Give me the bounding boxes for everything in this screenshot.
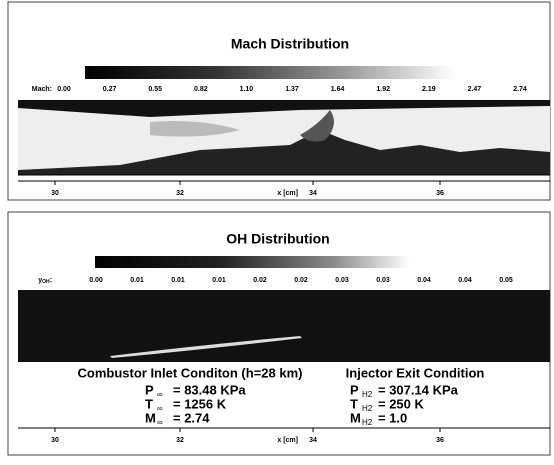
flow-field <box>18 100 550 176</box>
subscript: OH <box>42 279 50 285</box>
x-axis-label: x [cm] <box>277 190 298 197</box>
x-tick-label: 32 <box>176 437 184 444</box>
colorbar-tick-label: 0.04 <box>458 277 472 284</box>
conditions: Combustor Inlet Conditon (h=28 km)P ∞ = 83… <box>78 365 485 427</box>
value: = 250 K <box>378 396 425 411</box>
colorbar-tick-label: 2.47 <box>468 86 482 93</box>
colorbar-tick-label: 0.55 <box>148 86 162 93</box>
colorbar-ticks: 0.00 0.27 0.55 0.82 1.10 1.37 1.64 1.92 2.19 2.47… <box>57 86 527 93</box>
colorbar-tick-label: 2.74 <box>513 86 527 93</box>
suffix: : <box>50 277 52 284</box>
x-tick-label: 36 <box>436 437 444 444</box>
value: = 2.74 <box>173 410 210 425</box>
x-tick-label: 30 <box>51 190 59 197</box>
symbol: T <box>350 396 358 411</box>
colorbar-tick-label: 0.82 <box>194 86 208 93</box>
x-axis: 30 32 34 36 x [cm] <box>51 181 444 197</box>
colorbar-tick-label: 2.19 <box>422 86 436 93</box>
subscript: H2 <box>362 418 373 427</box>
colorbar-tick-label: 0.05 <box>499 277 513 284</box>
subscript: ∞ <box>157 404 163 413</box>
subscript: ∞ <box>157 418 163 427</box>
colorbar <box>85 66 455 79</box>
x-tick-label: 34 <box>309 437 317 444</box>
value: = 1.0 <box>378 410 407 425</box>
colorbar-tick-label: 0.02 <box>294 277 308 284</box>
condition-title: Injector Exit Condition <box>346 365 485 380</box>
colorbar-label: Mach: <box>32 86 52 93</box>
colorbar-tick-label: 0.03 <box>376 277 390 284</box>
x-tick-label: 32 <box>176 190 184 197</box>
colorbar-tick-label: 0.00 <box>57 86 71 93</box>
condition-title: Combustor Inlet Conditon (h=28 km) <box>78 365 303 380</box>
subscript: H2 <box>362 390 373 399</box>
colorbar-tick-label: 0.01 <box>130 277 144 284</box>
colorbar-tick-label: 0.27 <box>103 86 117 93</box>
panel-title: OH Distribution <box>226 231 329 247</box>
colorbar-tick-label: 1.92 <box>376 86 390 93</box>
colorbar-label: yOH: <box>38 277 52 285</box>
x-axis-label: x [cm] <box>277 437 298 444</box>
subscript: ∞ <box>157 390 163 399</box>
species-field <box>18 290 550 362</box>
colorbar-tick-label: 0.04 <box>417 277 431 284</box>
colorbar-tick-label: 0.01 <box>212 277 226 284</box>
subscript: H2 <box>362 404 373 413</box>
x-tick-label: 36 <box>436 190 444 197</box>
value: = 1256 K <box>173 396 227 411</box>
colorbar <box>95 256 410 268</box>
symbol: T <box>145 396 153 411</box>
colorbar-tick-label: 0.00 <box>89 277 103 284</box>
symbol: P <box>145 382 154 397</box>
colorbar-tick-label: 0.03 <box>335 277 349 284</box>
colorbar-tick-label: 1.10 <box>240 86 254 93</box>
colorbar-tick-label: 1.64 <box>331 86 345 93</box>
symbol: y <box>38 277 42 284</box>
symbol: M <box>145 410 156 425</box>
colorbar-tick-label: 0.01 <box>171 277 185 284</box>
colorbar-tick-label: 1.37 <box>285 86 299 93</box>
colorbar-tick-label: 0.02 <box>253 277 267 284</box>
symbol: P <box>350 382 359 397</box>
value: = 83.48 KPa <box>173 382 246 397</box>
x-tick-label: 30 <box>51 437 59 444</box>
x-tick-label: 34 <box>309 190 317 197</box>
x-axis: 30 32 34 36 x [cm] <box>51 428 444 444</box>
colorbar-ticks: 0.00 0.01 0.01 0.01 0.02 0.02 0.03 0.03 0.04 0.04… <box>89 277 513 284</box>
symbol: M <box>350 410 361 425</box>
panel-title: Mach Distribution <box>231 36 349 52</box>
value: = 307.14 KPa <box>378 382 459 397</box>
